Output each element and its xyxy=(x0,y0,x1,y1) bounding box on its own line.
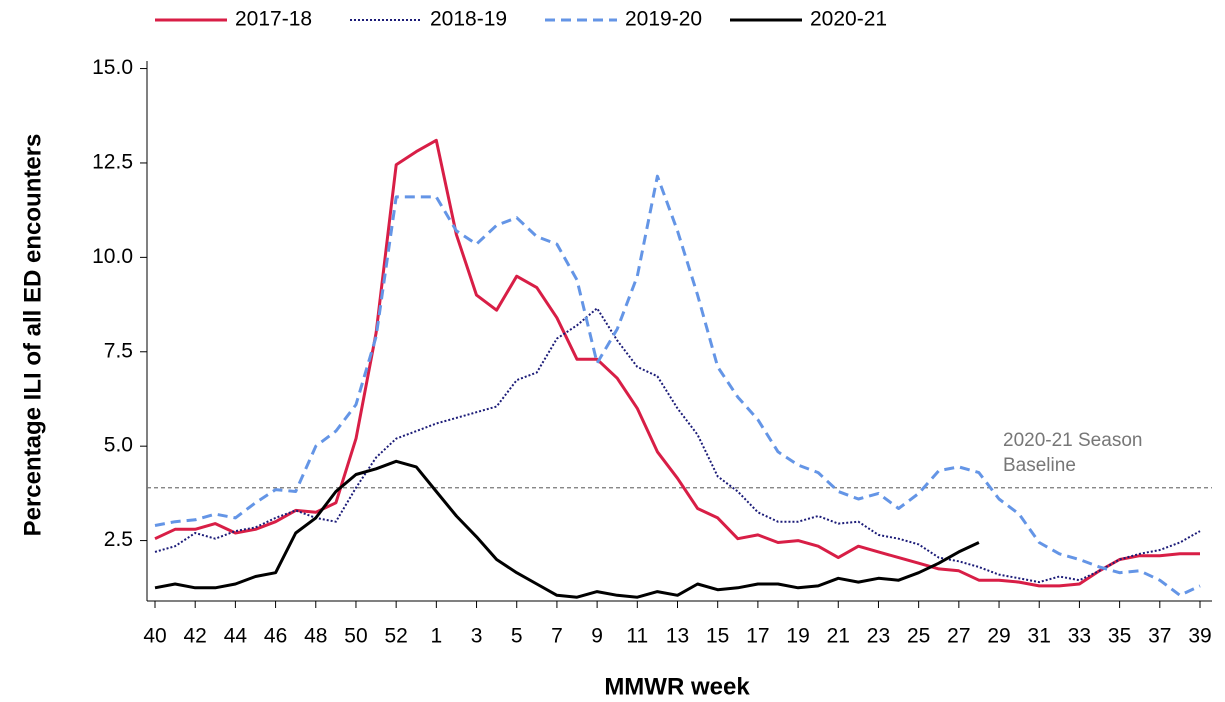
x-tick-label: 31 xyxy=(1028,625,1051,648)
x-axis-title: MMWR week xyxy=(604,673,750,700)
legend-label: 2017-18 xyxy=(235,8,312,31)
x-tick-label: 23 xyxy=(867,625,890,648)
x-tick-label: 37 xyxy=(1148,625,1171,648)
x-tick-label: 19 xyxy=(786,625,809,648)
x-tick-label: 27 xyxy=(947,625,970,648)
x-tick-label: 50 xyxy=(344,625,367,648)
baseline-label: 2020-21 Season xyxy=(1003,430,1142,451)
y-tick-label: 15.0 xyxy=(92,56,133,79)
x-tick-label: 21 xyxy=(827,625,850,648)
x-tick-label: 1 xyxy=(431,625,443,648)
x-tick-label: 25 xyxy=(907,625,930,648)
x-tick-label: 5 xyxy=(511,625,523,648)
x-tick-label: 39 xyxy=(1188,625,1211,648)
y-tick-label: 12.5 xyxy=(92,151,133,174)
x-tick-label: 17 xyxy=(746,625,769,648)
series-line xyxy=(154,459,980,599)
x-tick-label: 29 xyxy=(987,625,1010,648)
y-axis-title: Percentage ILI of all ED encounters xyxy=(19,134,46,537)
x-tick-label: 11 xyxy=(626,625,648,648)
x-tick-label: 42 xyxy=(184,625,207,648)
x-tick-label: 7 xyxy=(551,625,563,648)
legend-label: 2020-21 xyxy=(810,8,887,31)
baseline-label: Baseline xyxy=(1003,455,1076,476)
x-tick-label: 46 xyxy=(264,625,287,648)
y-tick-label: 5.0 xyxy=(104,434,133,457)
series-line xyxy=(154,307,1201,584)
x-tick-label: 44 xyxy=(224,625,248,648)
x-tick-label: 3 xyxy=(471,625,483,648)
y-tick-label: 2.5 xyxy=(104,528,133,551)
x-tick-label: 9 xyxy=(591,625,603,648)
x-tick-label: 52 xyxy=(384,625,407,648)
x-tick-label: 40 xyxy=(143,625,166,648)
legend-label: 2018-19 xyxy=(430,8,507,31)
x-tick-label: 48 xyxy=(304,625,327,648)
series-line xyxy=(154,174,1201,597)
x-tick-label: 33 xyxy=(1068,625,1091,648)
x-tick-label: 35 xyxy=(1108,625,1131,648)
x-tick-label: 13 xyxy=(666,625,689,648)
y-tick-label: 7.5 xyxy=(104,339,133,362)
legend-label: 2019-20 xyxy=(625,8,702,31)
x-tick-label: 15 xyxy=(706,625,729,648)
y-tick-label: 10.0 xyxy=(92,245,133,268)
series-line xyxy=(154,138,1200,588)
